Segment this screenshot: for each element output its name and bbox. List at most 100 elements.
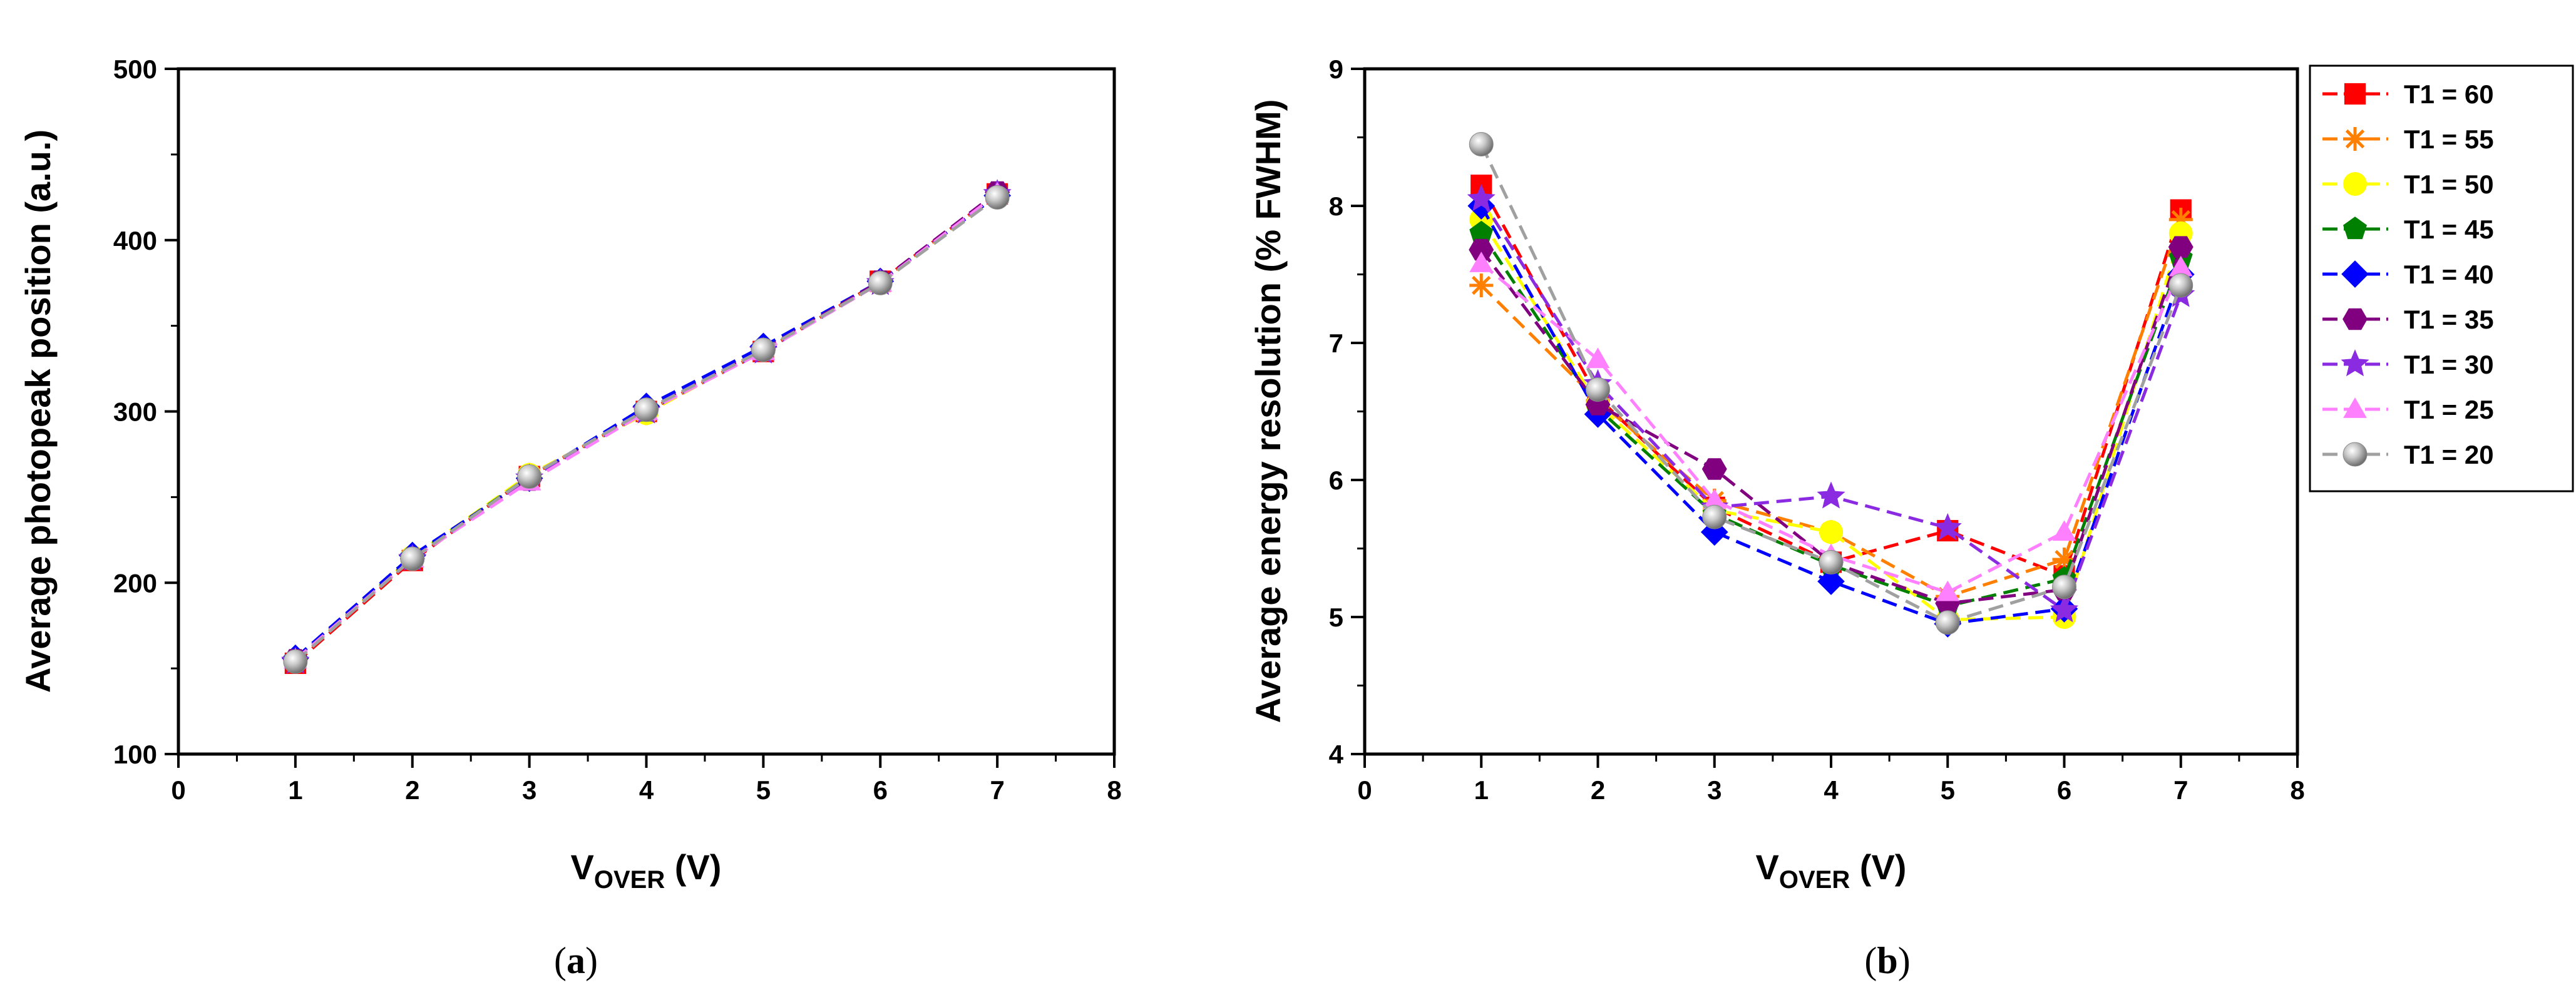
legend-item: T1 = 30 (2322, 349, 2494, 379)
legend-item: T1 = 20 (2322, 440, 2494, 469)
chart-b-y-tick-label: 8 (1329, 191, 1343, 221)
series-t1-50 (283, 183, 1010, 674)
legend-marker (2343, 127, 2367, 151)
series-t1-20 (283, 185, 1010, 674)
data-point (1586, 377, 1610, 402)
series-line (294, 194, 998, 660)
legend-item: T1 = 45 (2322, 215, 2494, 244)
chart-a-x-tick-label: 8 (1107, 775, 1121, 805)
series-line (294, 192, 998, 663)
chart-b-x-tick-label: 3 (1707, 775, 1722, 805)
data-point (1467, 184, 1496, 212)
legend-items: T1 = 60 T1 = 55 T1 = 50 T1 = 45 T1 = 40 T1 = … (2322, 79, 2494, 469)
series-line (294, 191, 998, 661)
series-t1-20 (1469, 131, 2194, 635)
data-point (2052, 520, 2076, 541)
chart-b-y-tick-label: 7 (1329, 329, 1343, 358)
data-point (1469, 220, 1494, 243)
chart-b-xlabel-main: V (1756, 847, 1779, 887)
series-line (294, 196, 998, 663)
chart-b-x-tick-label: 1 (1474, 775, 1489, 805)
chart-a-x-tick-label: 6 (873, 775, 888, 805)
chart-b-y-tick-label: 4 (1329, 740, 1344, 769)
data-point (1817, 568, 1845, 595)
chart-b-x-tick-label: 2 (1591, 775, 1605, 805)
data-point (2168, 255, 2193, 277)
data-point (2168, 236, 2194, 258)
data-point (1701, 458, 1727, 480)
chart-a-x-tick-label: 5 (756, 775, 771, 805)
chart-b-series (1467, 131, 2195, 638)
chart-a: 0 1 2 3 4 5 6 7 8 100 200 300 400 500 Average photope… (18, 54, 1122, 981)
series-line (294, 192, 998, 661)
legend-item: T1 = 50 (2322, 170, 2494, 199)
legend-label: T1 = 25 (2404, 395, 2494, 424)
chart-a-xlabel-main: V (571, 847, 594, 887)
legend: T1 = 60 T1 = 55 T1 = 50 T1 = 45 T1 = 40 T1 = … (2309, 64, 2574, 492)
chart-a-y-tick-label: 400 (113, 226, 157, 255)
legend-marker (2343, 397, 2367, 418)
series-t1-60 (284, 183, 1008, 675)
chart-b-y-tick-label: 9 (1329, 54, 1343, 84)
data-point (2052, 574, 2076, 599)
chart-b-plot-area (1363, 67, 2299, 756)
data-point (1702, 504, 1727, 529)
legend-marker (2343, 442, 2368, 467)
chart-a-xlabel-sub: OVER (594, 866, 665, 894)
data-point (2168, 273, 2194, 298)
data-point (1469, 273, 1494, 298)
data-point (1935, 610, 1960, 635)
chart-b-x-tick-label: 7 (2173, 775, 2188, 805)
series-t1-30 (281, 179, 1012, 674)
chart-b-x-tick-label: 4 (1824, 775, 1839, 805)
chart-a-y-axis-title: Average photopeak position (a.u.) (18, 130, 58, 693)
series-line (294, 192, 998, 665)
legend-label: T1 = 30 (2404, 350, 2494, 379)
chart-b-x-tick-label: 5 (1941, 775, 1955, 805)
legend-label: T1 = 60 (2404, 79, 2494, 109)
data-point (1936, 580, 1960, 601)
chart-a-y-tick-label: 100 (113, 740, 157, 769)
chart-a-axes: 0 1 2 3 4 5 6 7 8 100 200 300 400 500 (113, 54, 1122, 805)
chart-a-x-tick-label: 1 (288, 775, 302, 805)
chart-b-y-tick-label: 5 (1329, 603, 1343, 632)
chart-b-x-tick-label: 8 (2290, 775, 2304, 805)
data-point (517, 464, 542, 489)
chart-b-y-tick-label: 6 (1329, 466, 1343, 495)
legend-marker (2341, 260, 2369, 288)
chart-b: 0 1 2 3 4 5 6 7 8 4 5 6 7 8 9 Average energy resolutio… (1248, 54, 2305, 981)
legend-marker (2344, 83, 2366, 105)
data-point (1469, 131, 1494, 156)
chart-a-x-tick-label: 7 (990, 775, 1004, 805)
chart-a-y-tick-label: 500 (113, 54, 157, 84)
data-point (2050, 595, 2079, 623)
data-point (1819, 520, 1843, 544)
chart-a-x-tick-label: 3 (522, 775, 536, 805)
chart-b-x-tick-label: 6 (2057, 775, 2071, 805)
legend-marker (2341, 349, 2369, 377)
data-point (1817, 481, 1845, 509)
series-line (294, 192, 998, 661)
data-point (1702, 489, 1727, 509)
data-point (283, 649, 308, 674)
legend-label: T1 = 45 (2404, 215, 2494, 244)
chart-a-x-tick-label: 2 (405, 775, 419, 805)
chart-a-x-axis-title: VOVER (V) (571, 847, 722, 894)
legend-label: T1 = 50 (2404, 170, 2494, 199)
legend-label: T1 = 35 (2404, 305, 2494, 334)
data-point (1586, 347, 1610, 369)
legend-marker (2343, 217, 2367, 240)
legend-label: T1 = 20 (2404, 440, 2494, 469)
series-t1-35 (282, 181, 1010, 671)
data-point (985, 185, 1010, 210)
data-point (1469, 252, 1494, 272)
series-t1-40 (282, 181, 1011, 672)
legend-item: T1 = 40 (2322, 260, 2494, 289)
data-point (868, 270, 893, 295)
chart-b-axes: 0 1 2 3 4 5 6 7 8 4 5 6 7 8 9 (1329, 54, 2305, 805)
legend-item: T1 = 25 (2322, 395, 2494, 424)
data-point (751, 337, 776, 362)
legend-marker (2343, 172, 2367, 196)
legend-item: T1 = 35 (2322, 305, 2494, 334)
chart-a-y-tick-label: 300 (113, 397, 157, 427)
